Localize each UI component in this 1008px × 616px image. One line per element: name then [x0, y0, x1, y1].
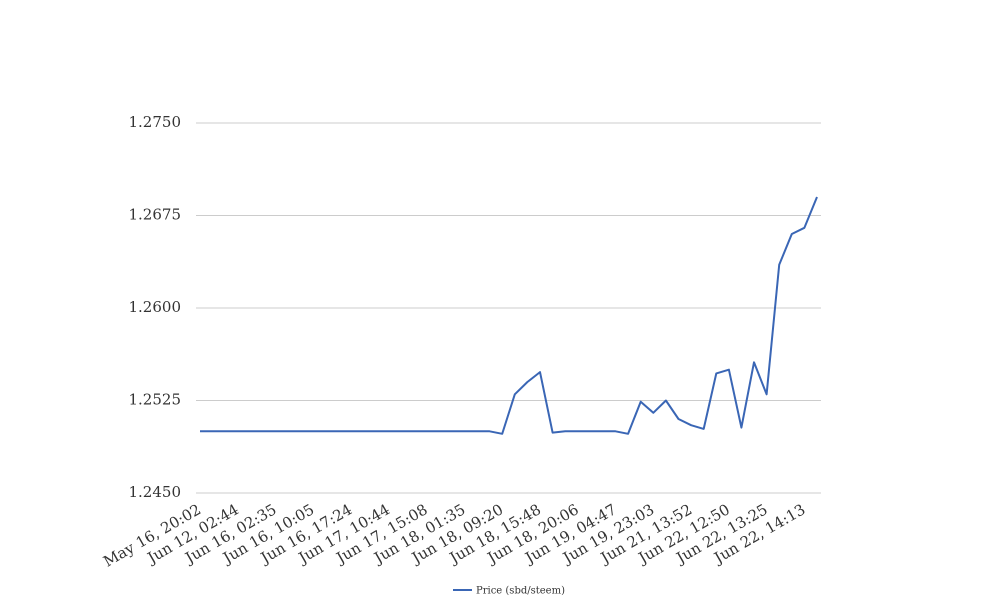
y-tick-label: 1.2450 [129, 483, 182, 501]
y-tick-label: 1.2675 [129, 206, 182, 224]
y-tick-label: 1.2750 [129, 113, 182, 131]
legend-label: Price (sbd/steem) [476, 586, 565, 597]
line-series [200, 196, 818, 435]
y-tick-label: 1.2600 [129, 298, 182, 316]
y-tick-label: 1.2525 [129, 391, 182, 409]
